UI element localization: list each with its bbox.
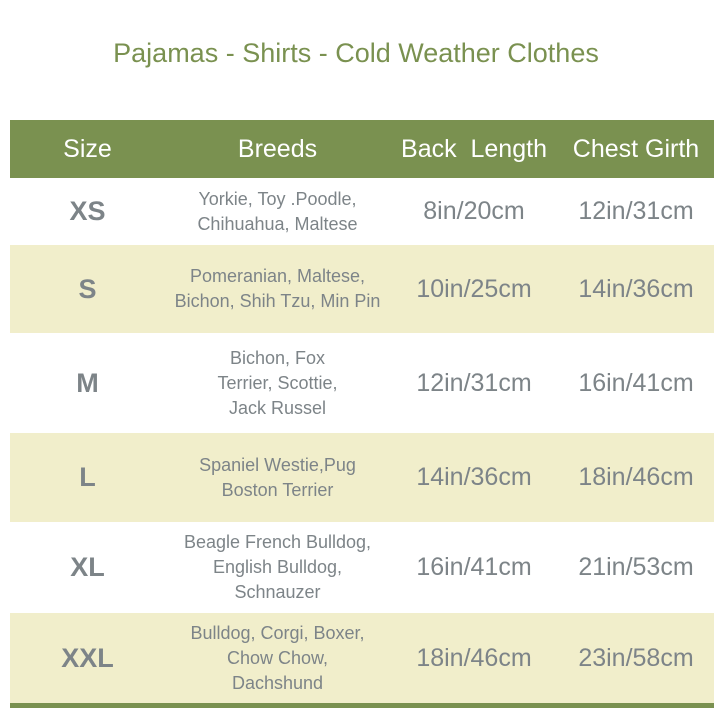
table-row: S Pomeranian, Maltese, Bichon, Shih Tzu, M… bbox=[10, 245, 714, 333]
breeds-cell: Bichon, Fox Terrier, Scottie, Jack Russel bbox=[165, 333, 390, 433]
chest-girth-cell: 23in/58cm bbox=[558, 613, 714, 703]
header-back-length: Back Length bbox=[390, 120, 558, 178]
size-cell: S bbox=[10, 245, 165, 333]
back-length-cell: 8in/20cm bbox=[423, 197, 525, 225]
chest-girth-cell: 18in/46cm bbox=[558, 433, 714, 522]
breed-line: Chihuahua, Maltese bbox=[197, 213, 358, 234]
breeds-cell: Beagle French Bulldog, English Bulldog, Sc… bbox=[165, 522, 390, 613]
page-title: Pajamas - Shirts - Cold Weather Clothes bbox=[113, 38, 599, 68]
breed-line: Chow Chow, bbox=[226, 647, 329, 668]
table-row: L Spaniel Westie,Pug Boston Terrier 14in/36… bbox=[10, 433, 714, 522]
back-length-cell: 14in/36cm bbox=[390, 433, 558, 522]
breed-line: Schnauzer bbox=[234, 582, 321, 602]
size-cell: M bbox=[76, 367, 99, 398]
breed-line: Bichon, Fox bbox=[229, 347, 326, 368]
back-length-cell: 12in/31cm bbox=[416, 368, 532, 397]
chest-girth-cell: 12in/31cm bbox=[578, 197, 694, 225]
table-row: XS Yorkie, Toy .Poodle, Chihuahua, Maltese… bbox=[10, 178, 714, 245]
breed-line: Terrier, Scottie, bbox=[217, 372, 338, 393]
back-length-cell: 10in/25cm bbox=[390, 245, 558, 333]
size-chart-table: Size Breeds Back Length Chest Girth XS Yo… bbox=[10, 120, 714, 703]
size-cell: L bbox=[10, 433, 165, 522]
bottom-border bbox=[10, 703, 714, 708]
breed-line: Pomeranian, Maltese, bbox=[189, 266, 366, 286]
header-chest-girth: Chest Girth bbox=[558, 120, 714, 178]
breed-line: Boston Terrier bbox=[221, 479, 334, 500]
back-length-cell: 18in/46cm bbox=[390, 613, 558, 703]
breeds-cell: Pomeranian, Maltese, Bichon, Shih Tzu, Mi… bbox=[165, 245, 390, 333]
breed-line: English Bulldog, bbox=[212, 557, 343, 577]
breed-line: Bulldog, Corgi, Boxer, bbox=[190, 622, 365, 643]
breeds-cell: Bulldog, Corgi, Boxer, Chow Chow, Dachshun… bbox=[165, 613, 390, 703]
breed-line: Jack Russel bbox=[228, 397, 327, 418]
chest-girth-cell: 16in/41cm bbox=[578, 368, 694, 397]
table-row: M Bichon, Fox Terrier, Scottie, Jack Russel… bbox=[10, 333, 714, 433]
chest-girth-cell: 21in/53cm bbox=[578, 553, 694, 581]
table-row: XXL Bulldog, Corgi, Boxer, Chow Chow, Dachs… bbox=[10, 613, 714, 703]
breed-line: Spaniel Westie,Pug bbox=[199, 454, 356, 475]
breed-line: Yorkie, Toy .Poodle, bbox=[198, 188, 357, 209]
size-cell: XXL bbox=[10, 613, 165, 703]
breed-line: Dachshund bbox=[231, 672, 324, 693]
back-length-cell: 16in/41cm bbox=[416, 553, 532, 581]
size-cell: XL bbox=[70, 552, 105, 582]
chest-girth-cell: 14in/36cm bbox=[558, 245, 714, 333]
breed-line: Beagle French Bulldog, bbox=[183, 532, 372, 552]
header-size: Size bbox=[10, 120, 165, 178]
table-header-row: Size Breeds Back Length Chest Girth bbox=[10, 120, 714, 178]
size-cell: XS bbox=[69, 196, 106, 226]
breeds-cell: Yorkie, Toy .Poodle, Chihuahua, Maltese bbox=[165, 178, 390, 245]
table-row: XL Beagle French Bulldog, English Bulldog,… bbox=[10, 522, 714, 613]
header-breeds: Breeds bbox=[165, 120, 390, 178]
breed-line: Bichon, Shih Tzu, Min Pin bbox=[174, 291, 381, 311]
breeds-cell: Spaniel Westie,Pug Boston Terrier bbox=[165, 433, 390, 522]
